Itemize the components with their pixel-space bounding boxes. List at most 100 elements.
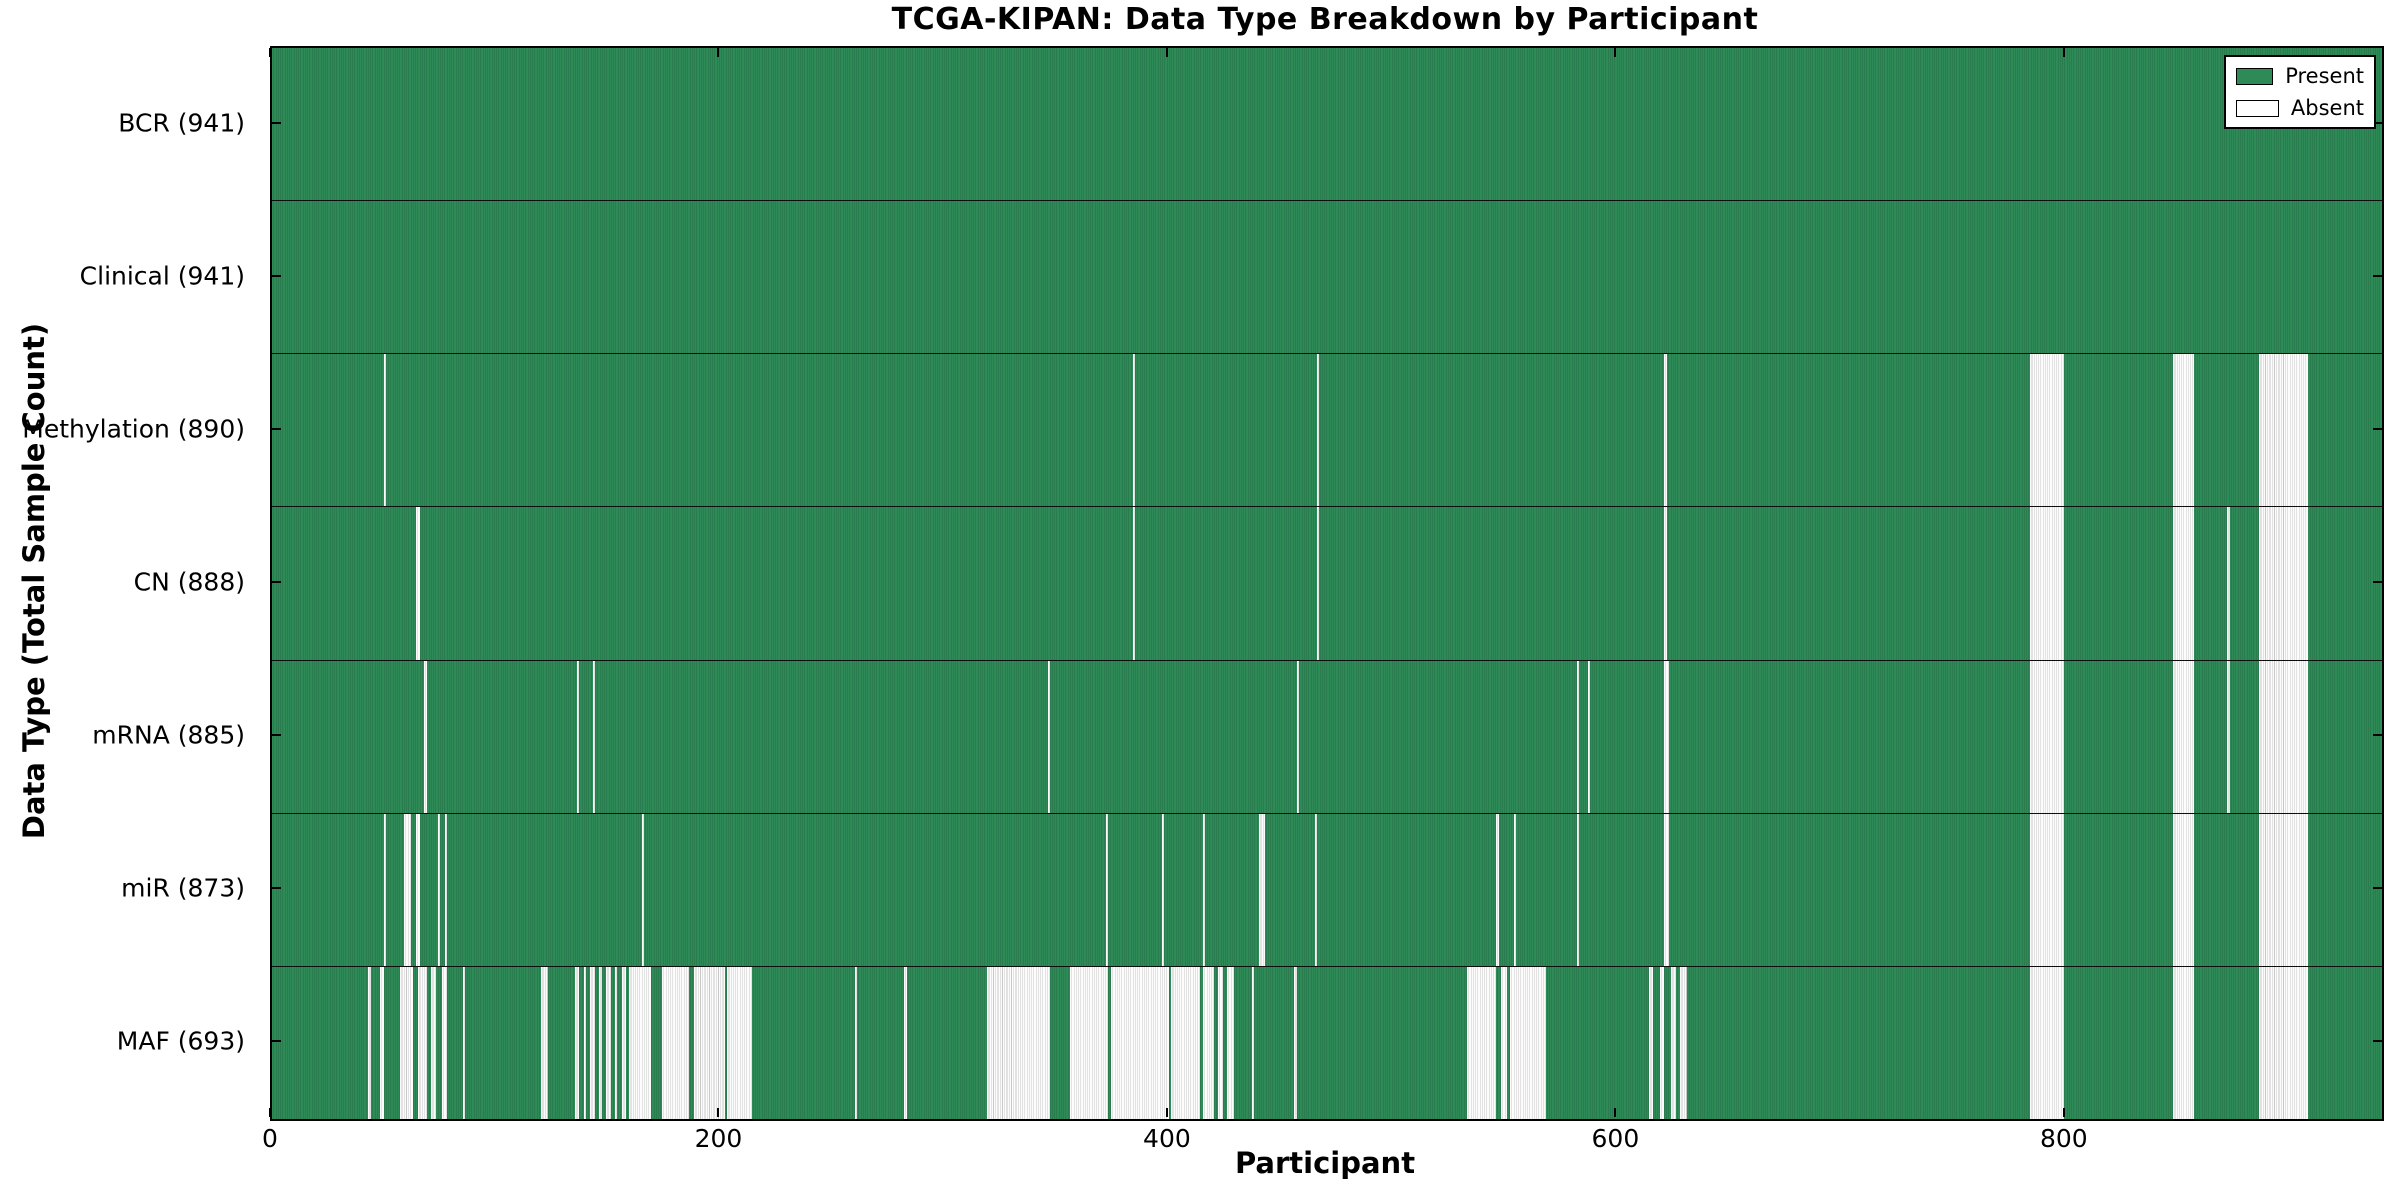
absent-segment xyxy=(1659,966,1665,1119)
absent-segment xyxy=(2258,507,2308,660)
y-tick-mark xyxy=(272,886,281,889)
y-tick-mark xyxy=(272,121,281,124)
absent-segment xyxy=(1106,813,1109,966)
y-tick-label-mrna: mRNA (885) xyxy=(92,720,245,749)
absent-segment xyxy=(417,966,427,1119)
absent-segment xyxy=(1218,966,1223,1119)
x-tick-label-200: 200 xyxy=(694,1124,743,1153)
absent-segment xyxy=(1202,966,1214,1119)
absent-segment xyxy=(1110,966,1169,1119)
x-tick-mark xyxy=(1614,48,1617,57)
heatmap-row-methylation xyxy=(272,353,2382,507)
absent-segment xyxy=(1171,966,1201,1119)
y-tick-label-maf: MAF (693) xyxy=(116,1026,245,1055)
legend-swatch-absent-icon xyxy=(2236,99,2279,117)
absent-segment xyxy=(1162,813,1165,966)
absent-segment xyxy=(2173,354,2194,507)
y-tick-mark xyxy=(2373,1039,2382,1042)
legend-label-absent: Absent xyxy=(2290,96,2364,120)
absent-segment xyxy=(574,966,580,1119)
absent-segment xyxy=(379,966,385,1119)
absent-segment xyxy=(2227,507,2230,660)
chart-title: TCGA-KIPAN: Data Type Breakdown by Parti… xyxy=(891,2,1759,37)
heatmap-row-clinical xyxy=(272,200,2382,354)
y-tick-mark xyxy=(2373,886,2382,889)
y-tick-mark xyxy=(2373,733,2382,736)
absent-segment xyxy=(541,966,548,1119)
absent-segment xyxy=(590,966,595,1119)
absent-segment xyxy=(1671,966,1676,1119)
absent-segment xyxy=(424,660,427,813)
absent-segment xyxy=(1577,813,1580,966)
y-tick-mark xyxy=(2373,121,2382,124)
absent-segment xyxy=(599,966,602,1119)
y-tick-mark xyxy=(272,274,281,277)
absent-segment xyxy=(615,966,618,1119)
absent-segment xyxy=(592,660,595,813)
absent-segment xyxy=(2258,966,2308,1119)
x-tick-mark xyxy=(1165,48,1168,57)
absent-segment xyxy=(2173,660,2194,813)
absent-segment xyxy=(1648,966,1654,1119)
absent-segment xyxy=(399,966,414,1119)
heatmap-row-mir xyxy=(272,812,2382,966)
absent-segment xyxy=(1664,354,1667,507)
x-tick-mark xyxy=(1165,1108,1168,1117)
absent-segment xyxy=(384,354,387,507)
x-tick-label-600: 600 xyxy=(1591,1124,1640,1153)
absent-segment xyxy=(437,813,441,966)
y-tick-mark xyxy=(272,1039,281,1042)
absent-segment xyxy=(1509,966,1546,1119)
y-tick-mark xyxy=(272,580,281,583)
absent-segment xyxy=(662,966,690,1119)
plot-area xyxy=(270,46,2384,1121)
absent-segment xyxy=(2029,966,2064,1119)
legend: Present Absent xyxy=(2224,55,2376,129)
absent-segment xyxy=(1588,660,1591,813)
absent-segment xyxy=(2029,660,2064,813)
absent-segment xyxy=(1294,966,1297,1119)
absent-segment xyxy=(641,813,645,966)
absent-segment xyxy=(1227,966,1234,1119)
x-tick-label-0: 0 xyxy=(262,1124,278,1153)
absent-segment xyxy=(1258,813,1266,966)
absent-segment xyxy=(442,966,447,1119)
absent-segment xyxy=(1577,660,1580,813)
x-tick-mark xyxy=(269,48,271,57)
absent-segment xyxy=(1467,966,1497,1119)
heatmap-row-mrna xyxy=(272,659,2382,813)
x-tick-label-800: 800 xyxy=(2039,1124,2088,1153)
heatmap-row-cn xyxy=(272,506,2382,660)
absent-segment xyxy=(2258,660,2308,813)
absent-segment xyxy=(1664,813,1669,966)
absent-segment xyxy=(1314,813,1317,966)
x-tick-mark xyxy=(269,1108,271,1117)
absent-segment xyxy=(384,813,387,966)
absent-segment xyxy=(404,813,411,966)
absent-segment xyxy=(1202,813,1205,966)
y-axis-title: Data Type (Total Sample Count) xyxy=(17,322,51,840)
absent-segment xyxy=(1496,813,1499,966)
absent-segment xyxy=(2173,507,2194,660)
y-tick-label-cn: CN (888) xyxy=(133,567,245,596)
x-axis-title: Participant xyxy=(1234,1146,1416,1180)
x-tick-mark xyxy=(2062,1108,2065,1117)
absent-segment xyxy=(1133,354,1136,507)
x-tick-mark xyxy=(717,1108,720,1117)
y-tick-mark xyxy=(272,733,281,736)
absent-segment xyxy=(1664,660,1669,813)
legend-item-absent: Absent xyxy=(2236,96,2364,120)
absent-segment xyxy=(1316,507,1320,660)
absent-segment xyxy=(2227,660,2230,813)
absent-segment xyxy=(2173,966,2194,1119)
absent-segment xyxy=(2029,813,2064,966)
absent-segment xyxy=(904,966,907,1119)
absent-segment xyxy=(1316,354,1320,507)
y-tick-mark xyxy=(2373,274,2382,277)
x-tick-label-400: 400 xyxy=(1143,1124,1191,1153)
y-tick-mark xyxy=(2373,427,2382,430)
absent-segment xyxy=(1680,966,1687,1119)
absent-segment xyxy=(628,966,651,1119)
y-tick-label-methylation: Methylation (890) xyxy=(22,414,245,443)
